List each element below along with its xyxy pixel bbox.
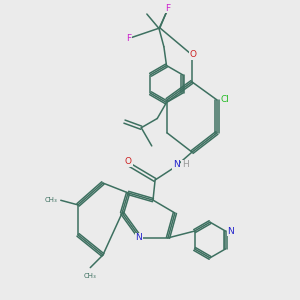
Text: N: N bbox=[227, 226, 234, 236]
Text: N: N bbox=[135, 233, 142, 242]
Text: H: H bbox=[182, 160, 189, 169]
Text: O: O bbox=[125, 157, 132, 166]
Text: CH₃: CH₃ bbox=[84, 273, 97, 279]
Text: N: N bbox=[173, 160, 180, 169]
Text: O: O bbox=[190, 50, 197, 59]
Text: F: F bbox=[165, 4, 171, 13]
Text: Cl: Cl bbox=[221, 95, 230, 104]
Text: F: F bbox=[126, 34, 131, 43]
Text: CH₃: CH₃ bbox=[44, 197, 57, 203]
